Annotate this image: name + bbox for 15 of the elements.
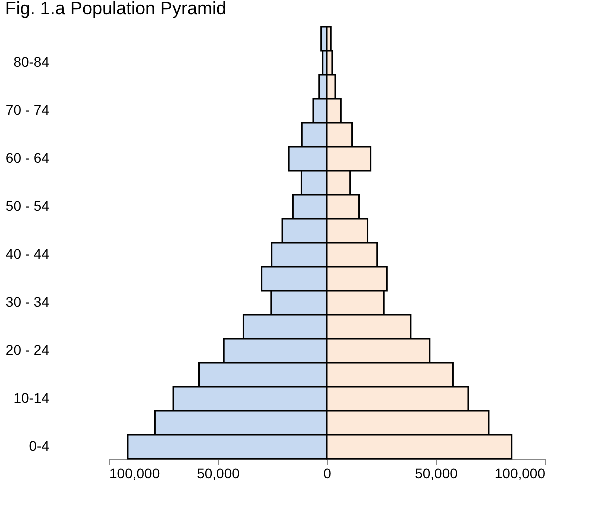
x-tick-label: 0 (324, 466, 332, 482)
y-tick-label: 0-4 (29, 438, 50, 454)
x-tick-label: 100,000 (110, 466, 160, 482)
y-tick-label: 50 - 54 (6, 198, 50, 214)
x-tick-label: 50,000 (415, 466, 458, 482)
x-tick-label: 50,000 (197, 466, 240, 482)
y-tick-label: 80-84 (14, 54, 50, 70)
y-tick-label: 70 - 74 (6, 102, 50, 118)
chart-title: Fig. 1.a Population Pyramid (5, 0, 227, 18)
y-tick-label: 30 - 34 (6, 294, 50, 310)
x-tick-label: 100,000 (494, 466, 546, 482)
y-tick-label: 20 - 24 (6, 342, 50, 358)
y-tick-label: 60 - 64 (6, 150, 50, 166)
y-tick-label: 10-14 (14, 390, 50, 406)
y-tick-label: 40 - 44 (6, 246, 50, 262)
